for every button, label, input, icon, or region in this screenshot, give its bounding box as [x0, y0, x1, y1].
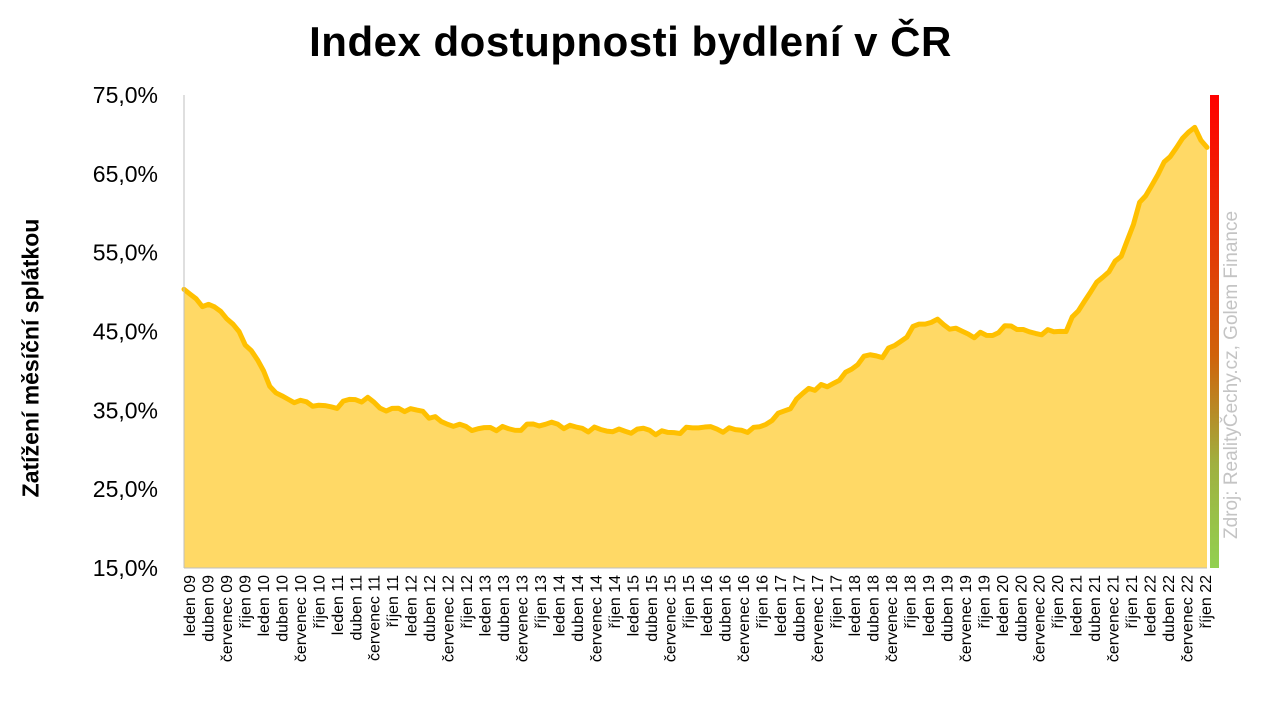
- x-tick-label: červenec 15: [662, 575, 679, 662]
- x-tick-label: říjen 14: [607, 575, 624, 628]
- x-tick-label: červenec 20: [1032, 575, 1049, 662]
- x-tick-label: leden 18: [847, 575, 864, 636]
- x-tick-label: leden 12: [404, 575, 421, 636]
- x-tick-label: duben 20: [1013, 575, 1030, 642]
- y-tick-label: 45,0%: [93, 319, 158, 345]
- x-tick-label: červenec 22: [1180, 575, 1197, 662]
- x-tick-label: říjen 16: [755, 575, 772, 628]
- x-tick-label: říjen 19: [976, 575, 993, 628]
- x-tick-label: červenec 18: [884, 575, 901, 662]
- x-tick-label: leden 20: [995, 575, 1012, 636]
- x-tick-label: leden 09: [182, 575, 199, 636]
- y-tick-label: 25,0%: [93, 476, 158, 502]
- x-tick-label: duben 13: [496, 575, 513, 642]
- y-tick-label: 15,0%: [93, 555, 158, 581]
- x-tick-label: leden 19: [921, 575, 938, 636]
- x-tick-label: leden 22: [1143, 575, 1160, 636]
- x-tick-label: duben 15: [644, 575, 661, 642]
- x-tick-label: duben 17: [792, 575, 809, 642]
- x-tick-label: leden 21: [1069, 575, 1086, 636]
- x-tick-label: červenec 17: [810, 575, 827, 662]
- series-line: [181, 124, 1210, 438]
- x-tick-label: duben 12: [422, 575, 439, 642]
- x-tick-label: červenec 13: [515, 575, 532, 662]
- x-tick-label: leden 14: [552, 575, 569, 636]
- x-tick-label: leden 10: [256, 575, 273, 636]
- x-tick-label: duben 19: [939, 575, 956, 642]
- x-tick-label: říjen 22: [1198, 575, 1215, 628]
- x-tick-label: červenec 12: [441, 575, 458, 662]
- x-tick-label: červenec 16: [736, 575, 753, 662]
- x-tick-label: říjen 17: [829, 575, 846, 628]
- x-tick-label: červenec 19: [958, 575, 975, 662]
- x-tick-label: leden 15: [625, 575, 642, 636]
- x-tick-label: duben 16: [718, 575, 735, 642]
- x-tick-label: červenec 21: [1106, 575, 1123, 662]
- x-tick-label: leden 17: [773, 575, 790, 636]
- x-tick-label: říjen 12: [459, 575, 476, 628]
- x-tick-label: říjen 10: [311, 575, 328, 628]
- x-tick-label: červenec 10: [293, 575, 310, 662]
- series-area-fill: [184, 127, 1207, 568]
- y-tick-label: 65,0%: [93, 161, 158, 187]
- x-tick-label: říjen 18: [902, 575, 919, 628]
- x-tick-label: červenec 14: [588, 575, 605, 662]
- x-tick-label: duben 11: [348, 575, 365, 641]
- x-tick-label: leden 13: [478, 575, 495, 636]
- x-tick-label: říjen 09: [237, 575, 254, 628]
- x-tick-label: duben 09: [201, 575, 218, 642]
- x-tick-label: říjen 11: [385, 575, 402, 627]
- x-tick-label: duben 21: [1087, 575, 1104, 642]
- y-tick-label: 35,0%: [93, 397, 158, 423]
- x-tick-label: říjen 15: [681, 575, 698, 628]
- x-tick-label: říjen 20: [1050, 575, 1067, 628]
- y-tick-label: 75,0%: [93, 82, 158, 108]
- x-tick-label: červenec 11: [367, 575, 384, 661]
- x-tick-label: leden 11: [330, 575, 347, 635]
- x-tick-label: duben 10: [274, 575, 291, 642]
- x-tick-label: duben 14: [570, 575, 587, 642]
- x-tick-label: leden 16: [699, 575, 716, 636]
- x-tick-label: červenec 09: [219, 575, 236, 662]
- x-tick-label: říjen 21: [1124, 575, 1141, 628]
- risk-indicator-bar: [1210, 95, 1219, 568]
- chart-title: Index dostupnosti bydlení v ČR: [309, 18, 952, 65]
- x-tick-label: říjen 13: [533, 575, 550, 628]
- x-tick-label: duben 18: [866, 575, 883, 642]
- x-tick-label: duben 22: [1161, 575, 1178, 642]
- y-tick-label: 55,0%: [93, 240, 158, 266]
